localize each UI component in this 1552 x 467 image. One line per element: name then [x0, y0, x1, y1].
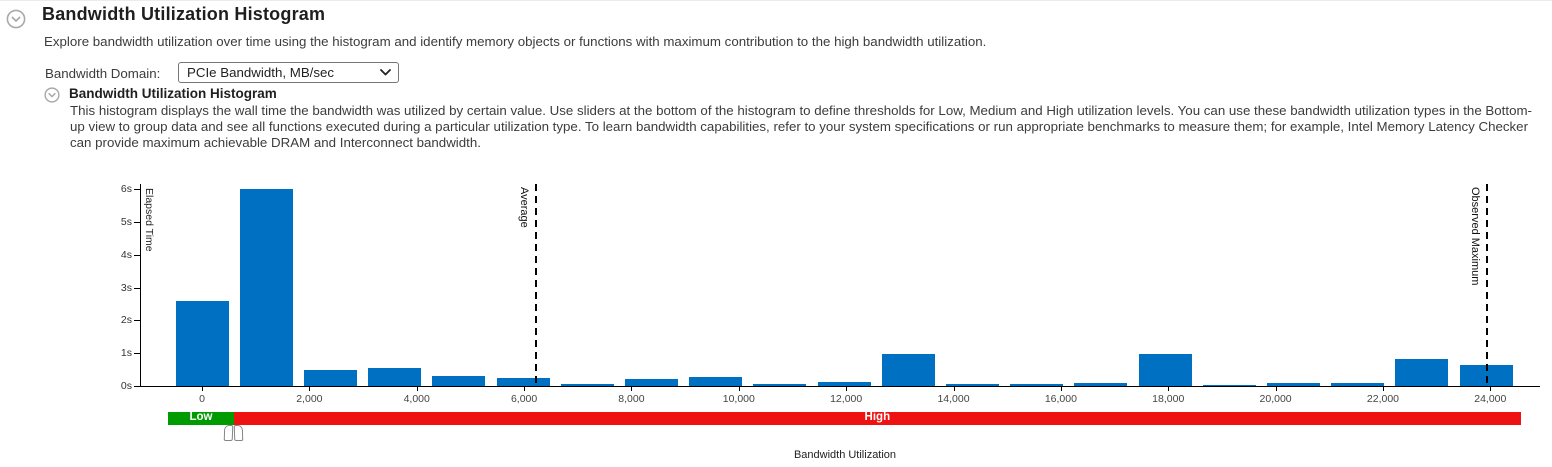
y-tickmark — [134, 287, 140, 289]
x-tickmark — [524, 386, 526, 391]
x-tick-label: 10,000 — [722, 393, 755, 405]
x-tickmark — [1275, 386, 1277, 391]
histogram-bar — [1331, 382, 1385, 386]
x-tick-label: 20,000 — [1259, 393, 1292, 405]
x-tick-label: 6,000 — [510, 393, 538, 405]
chevron-down-icon — [380, 69, 391, 76]
y-tick-label: 1s — [120, 347, 132, 360]
histogram-bar — [432, 376, 486, 386]
y-tick-label: 3s — [120, 281, 132, 294]
page-title: Bandwidth Utilization Histogram — [42, 4, 326, 24]
slider-low-label: Low — [189, 411, 213, 423]
collapse-subsection-icon[interactable] — [44, 87, 60, 103]
x-tickmark — [846, 386, 848, 391]
x-tick-label: 14,000 — [937, 393, 970, 405]
slider-track-high — [233, 412, 1521, 425]
histogram-bar — [753, 384, 807, 386]
x-tickmark — [738, 386, 740, 391]
bandwidth-domain-label: Bandwidth Domain: — [45, 66, 161, 81]
histogram-bar — [624, 379, 678, 386]
y-tick-label: 6s — [120, 183, 132, 195]
y-tickmark — [134, 386, 140, 387]
histogram-bar — [689, 376, 743, 386]
x-tickmark — [1060, 386, 1062, 391]
x-tickmark — [631, 386, 633, 391]
x-tick-label: 12,000 — [830, 393, 863, 405]
histogram-bar — [496, 377, 550, 386]
x-tick-label: 22,000 — [1366, 393, 1400, 405]
x-tick-label: 8,000 — [618, 393, 645, 405]
slider-track-low — [168, 412, 234, 425]
slider-high-label: High — [864, 411, 891, 423]
bandwidth-domain-select[interactable]: PCIe Bandwidth, MB/sec — [178, 62, 399, 83]
histogram-bar — [1266, 382, 1320, 386]
y-tickmark — [134, 189, 140, 190]
y-axis — [140, 184, 141, 387]
y-axis-title: Elapsed Time — [143, 188, 155, 252]
x-tickmark — [1382, 386, 1384, 391]
x-tick-label: 24,000 — [1474, 393, 1507, 405]
x-tickmark — [416, 386, 418, 391]
x-tick-label: 18,000 — [1152, 393, 1185, 405]
bandwidth-domain-value: PCIe Bandwidth, MB/sec — [187, 65, 335, 80]
histogram-bar — [303, 369, 357, 386]
histogram-bar — [1138, 354, 1192, 386]
section-heading: Bandwidth Utilization Histogram — [69, 86, 277, 101]
y-tick-label: 5s — [120, 215, 132, 228]
x-tickmark — [309, 386, 311, 391]
x-tick-label: 16,000 — [1044, 393, 1077, 405]
x-tick-label: 0 — [199, 393, 205, 405]
x-tick-label: 2,000 — [296, 393, 323, 405]
low-threshold-handle[interactable] — [223, 425, 234, 441]
y-tickmark — [134, 320, 140, 322]
section-description: This histogram displays the wall time th… — [70, 103, 1532, 150]
annotation-line-observed-maximum — [1486, 184, 1489, 386]
y-tickmark — [134, 221, 140, 223]
histogram-bar — [817, 382, 871, 386]
histogram-bar — [1010, 384, 1064, 386]
histogram-bar — [560, 383, 614, 386]
page-subtitle: Explore bandwidth utilization over time … — [44, 34, 987, 49]
histogram-bar — [1074, 383, 1128, 386]
histogram-bar — [881, 354, 935, 386]
y-tick-label: 4s — [120, 248, 132, 261]
histogram-bar — [1202, 384, 1256, 386]
y-tickmark — [134, 254, 140, 256]
x-tickmark — [953, 386, 955, 391]
y-tickmark — [134, 353, 140, 355]
annotation-line-average — [534, 184, 537, 386]
histogram-bar — [945, 384, 999, 386]
x-tickmark — [1168, 386, 1170, 391]
annotation-label: Observed Maximum — [1469, 187, 1482, 286]
x-axis-title: Bandwidth Utilization — [793, 449, 897, 461]
histogram-bar — [368, 367, 422, 386]
histogram-bar — [239, 189, 293, 386]
x-tickmark — [1490, 386, 1492, 391]
histogram-bar — [1395, 359, 1449, 386]
y-tick-label: 2s — [120, 314, 132, 327]
annotation-label: Average — [517, 187, 530, 228]
x-tickmark — [202, 386, 203, 391]
x-axis — [140, 386, 1540, 387]
collapse-section-icon[interactable] — [6, 9, 26, 29]
high-threshold-handle[interactable] — [233, 425, 244, 441]
x-tick-label: 4,000 — [403, 393, 430, 405]
histogram-bar — [175, 300, 229, 386]
y-tick-label: 0s — [120, 380, 132, 392]
